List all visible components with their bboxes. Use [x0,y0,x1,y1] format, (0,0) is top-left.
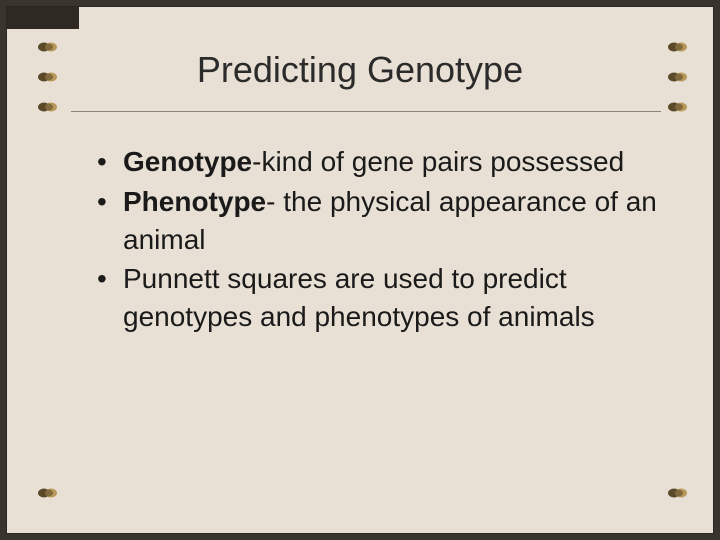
bullet-rest: -kind of gene pairs possessed [252,146,624,177]
bullet-bold: Genotype [123,146,252,177]
title-divider [71,111,661,112]
bullet-mark: • [97,183,123,259]
leaf-bullet-icon [37,71,59,83]
leaf-bullet-icon [667,71,689,83]
bullet-mark: • [97,143,123,181]
leaf-bullet-icon [667,41,689,53]
bullet-item: • Phenotype- the physical appearance of … [97,183,657,259]
leaf-bullet-icon [37,41,59,53]
slide-container: Predicting Genotype • Genotype-kind of g… [6,6,714,534]
bullet-rest: Punnett squares are used to predict geno… [123,263,595,332]
bullet-text: Punnett squares are used to predict geno… [123,260,657,336]
bullet-item: • Genotype-kind of gene pairs possessed [97,143,657,181]
bullet-mark: • [97,260,123,336]
corner-accent [7,7,79,29]
leaf-bullet-icon [667,487,689,499]
leaf-bullet-icon [37,487,59,499]
bullet-item: • Punnett squares are used to predict ge… [97,260,657,336]
bullet-bold: Phenotype [123,186,266,217]
slide-title: Predicting Genotype [7,49,713,91]
slide-content: • Genotype-kind of gene pairs possessed … [97,143,657,338]
leaf-bullet-icon [37,101,59,113]
bullet-text: Phenotype- the physical appearance of an… [123,183,657,259]
bullet-text: Genotype-kind of gene pairs possessed [123,143,657,181]
leaf-bullet-icon [667,101,689,113]
